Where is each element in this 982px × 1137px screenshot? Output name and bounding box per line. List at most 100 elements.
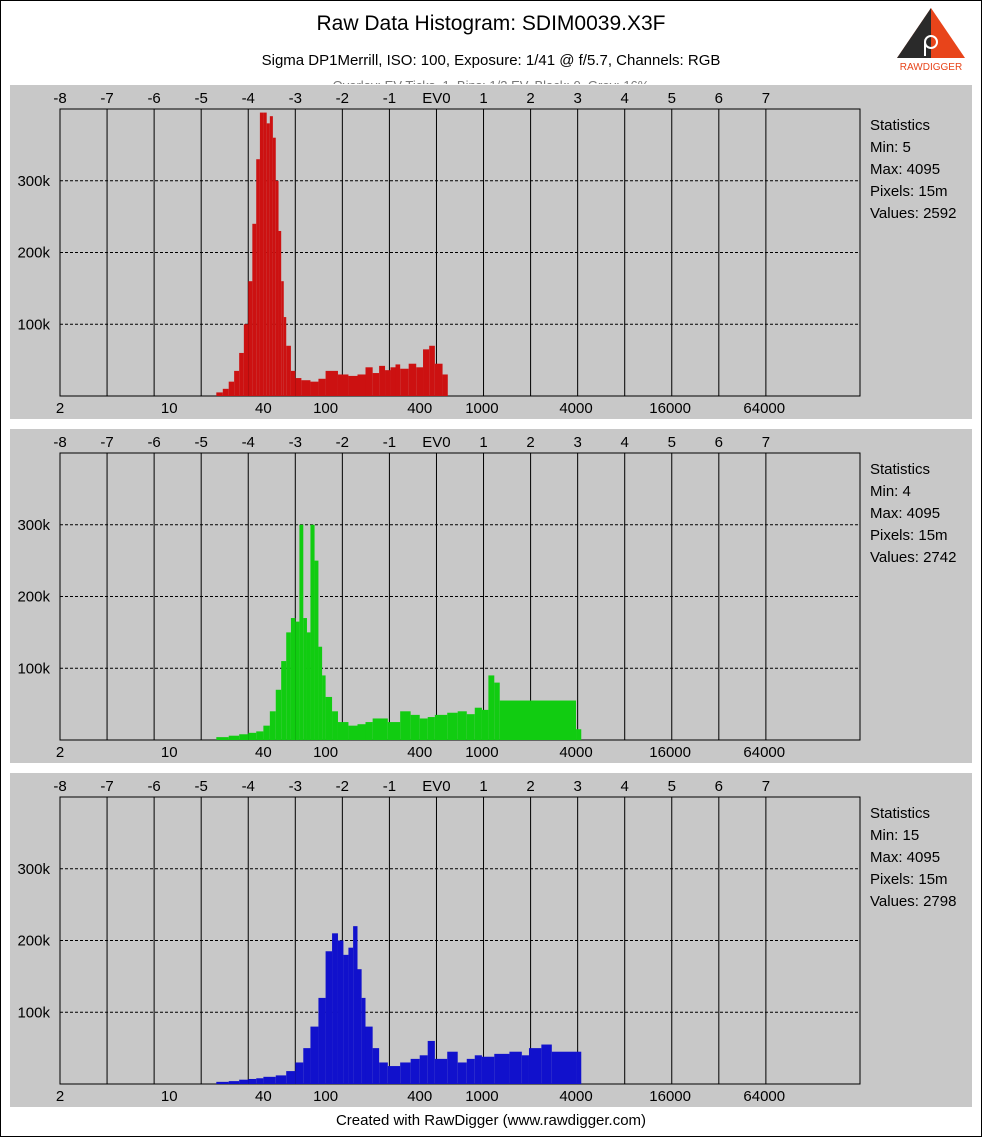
histogram-bar xyxy=(295,1062,304,1084)
ev-tick-label: -3 xyxy=(289,434,302,451)
ev-tick-label: 4 xyxy=(621,778,629,795)
histogram-bar xyxy=(343,954,349,1084)
histogram-bar xyxy=(499,700,577,740)
histogram-bar xyxy=(357,724,366,740)
histogram-bar xyxy=(310,524,315,740)
footer-credit: Created with RawDigger (www.rawdigger.co… xyxy=(335,1112,647,1129)
histogram-bar xyxy=(447,712,458,740)
x-tick-label: 40 xyxy=(255,400,272,417)
ev-tick-label: -2 xyxy=(336,90,349,107)
histogram-bar xyxy=(427,717,435,740)
histogram-bar xyxy=(263,1076,276,1084)
ev-tick-label: 5 xyxy=(668,778,676,795)
statistics-pixels: Pixels: 15m xyxy=(870,871,948,888)
x-tick-label: 40 xyxy=(255,1088,272,1105)
histogram-bar xyxy=(365,722,373,740)
histogram-bar xyxy=(357,374,366,396)
histogram-bar xyxy=(269,711,276,740)
ev-tick-label: -7 xyxy=(100,434,113,451)
histogram-bar xyxy=(408,363,417,396)
histogram-bar xyxy=(303,1048,311,1084)
histogram-bar xyxy=(337,722,349,740)
histogram-bar xyxy=(281,281,284,396)
ev-tick-label: -4 xyxy=(242,434,255,451)
x-tick-label: 1000 xyxy=(465,400,498,417)
histogram-bar xyxy=(286,345,291,396)
ev-tick-label: -5 xyxy=(195,778,208,795)
ev-tick-label: -2 xyxy=(336,778,349,795)
statistics-values: Values: 2592 xyxy=(870,205,957,222)
chart-subtitle: Sigma DP1Merrill, ISO: 100, Exposure: 1/… xyxy=(261,52,721,69)
histogram-bar xyxy=(269,116,273,397)
histogram-bar xyxy=(457,1062,467,1084)
histogram-bar xyxy=(395,364,401,396)
histogram-bar xyxy=(447,1051,458,1084)
x-tick-label: 16000 xyxy=(649,1088,691,1105)
statistics-max: Max: 4095 xyxy=(870,161,941,178)
histogram-bar xyxy=(410,1058,420,1084)
histogram-bar xyxy=(318,646,323,740)
ev-tick-label: -8 xyxy=(53,434,66,451)
ev-tick-label: 4 xyxy=(621,434,629,451)
histogram-bar xyxy=(239,352,244,396)
histogram-bar xyxy=(387,722,401,740)
histogram-bar xyxy=(322,675,326,740)
histogram-bar xyxy=(509,1051,522,1084)
histogram-bar xyxy=(494,682,500,740)
ev-tick-label: -2 xyxy=(336,434,349,451)
histogram-bar xyxy=(434,363,443,396)
ev-tick-label: EV0 xyxy=(422,90,450,107)
statistics-heading: Statistics xyxy=(870,461,931,478)
x-tick-label: 10 xyxy=(161,744,178,761)
histogram-bar xyxy=(423,349,430,396)
x-tick-label: 4000 xyxy=(559,1088,592,1105)
histogram-bar xyxy=(248,1078,257,1084)
histogram-bar xyxy=(263,112,267,397)
histogram-bar xyxy=(481,1056,495,1084)
histogram-bar xyxy=(272,137,276,396)
y-tick-label: 200k xyxy=(17,589,50,606)
x-tick-label: 4000 xyxy=(559,400,592,417)
ev-tick-label: 2 xyxy=(526,778,534,795)
x-tick-label: 2 xyxy=(56,1088,64,1105)
histogram-bar xyxy=(301,380,311,396)
statistics-min: Min: 4 xyxy=(870,483,911,500)
histogram-bar xyxy=(295,621,300,740)
histogram-bar xyxy=(400,711,411,740)
x-tick-label: 100 xyxy=(313,744,338,761)
histogram-bar xyxy=(286,1071,296,1084)
ev-tick-label: 3 xyxy=(573,90,581,107)
statistics-min: Min: 5 xyxy=(870,139,911,156)
histogram-bar xyxy=(275,180,279,396)
histogram-bar xyxy=(303,618,307,740)
ev-tick-label: 3 xyxy=(573,778,581,795)
histogram-bar xyxy=(365,367,373,396)
x-tick-label: 2 xyxy=(56,744,64,761)
x-tick-label: 64000 xyxy=(743,744,785,761)
histogram-bar xyxy=(457,711,467,740)
histogram-bar xyxy=(299,524,304,740)
histogram-bar xyxy=(290,370,296,396)
ev-tick-label: EV0 xyxy=(422,434,450,451)
x-tick-label: 400 xyxy=(407,400,432,417)
y-tick-label: 100k xyxy=(17,1004,50,1021)
histogram-bar xyxy=(332,711,338,740)
y-tick-label: 200k xyxy=(17,245,50,262)
histogram-bar xyxy=(466,1058,475,1084)
histogram-bar xyxy=(576,1051,582,1084)
histogram-bar xyxy=(348,725,358,740)
histogram-bar xyxy=(281,661,287,740)
histogram-bar xyxy=(256,159,260,396)
statistics-max: Max: 4095 xyxy=(870,505,941,522)
histogram-bar xyxy=(481,709,489,740)
y-tick-label: 300k xyxy=(17,517,50,534)
histogram-bar xyxy=(488,675,495,740)
histogram-bar xyxy=(419,718,428,740)
ev-tick-label: 3 xyxy=(573,434,581,451)
y-tick-label: 300k xyxy=(17,861,50,878)
histogram-bar xyxy=(318,378,326,396)
histogram-bar xyxy=(222,388,229,396)
ev-tick-label: -1 xyxy=(383,778,396,795)
histogram-bar xyxy=(325,370,338,396)
histogram-bar xyxy=(385,370,391,396)
